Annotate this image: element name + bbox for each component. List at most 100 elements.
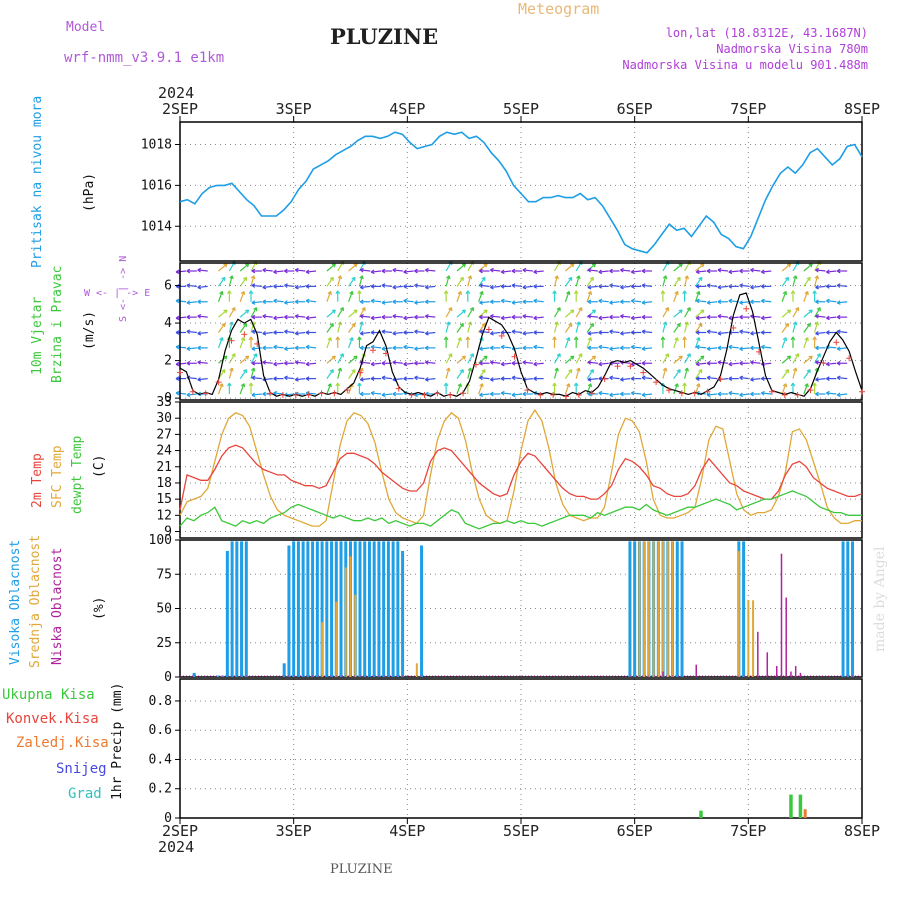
wind-arrow-head <box>331 309 336 312</box>
wind-arrow <box>348 309 358 318</box>
wind-arrow-head <box>392 315 396 319</box>
wind-arrow-head <box>620 347 624 351</box>
wind-arrow <box>445 367 450 379</box>
wind-arrow-head <box>554 321 558 325</box>
wind-arrow-head <box>490 361 494 365</box>
temp-y-tick-label: 15 <box>156 492 172 507</box>
wind-arrow <box>739 330 750 334</box>
wind-arrow-head <box>305 271 310 275</box>
wind-arrow <box>306 392 317 395</box>
wind-arrow-head <box>676 369 681 372</box>
wind-arrow-head <box>186 316 191 320</box>
wind-arrow <box>662 367 667 379</box>
wind-arrow <box>479 301 490 304</box>
wind-arrow-head <box>273 285 277 289</box>
wind-arrow-head <box>481 322 486 326</box>
wind-arrow-head <box>815 301 819 305</box>
wind-arrow-head <box>251 270 256 274</box>
wind-arrow <box>425 269 436 272</box>
wind-arrow-head <box>787 263 791 266</box>
cloud-y-tick-label: 75 <box>156 567 172 582</box>
wind-arrow-head <box>253 353 257 356</box>
wind-arrow <box>262 361 273 364</box>
wind-arrow-head <box>598 300 602 304</box>
wind-arrow <box>586 277 594 287</box>
wind-arrow-head <box>750 347 754 351</box>
wind-arrow-head <box>414 316 418 320</box>
wind-arrow-head <box>620 301 624 305</box>
year-label-top: 2024 <box>158 84 195 102</box>
wind-arrow-head <box>248 336 252 341</box>
wind-arrow <box>792 367 797 379</box>
wind-arrow-head <box>392 361 396 365</box>
wind-arrow <box>425 331 436 335</box>
wind-arrow-head <box>305 331 310 335</box>
wind-arrow <box>533 346 544 349</box>
wind-arrow-head <box>804 383 808 387</box>
precip-frozen-label: Zaledj.Kisa <box>16 735 109 751</box>
wind-arrow-head <box>576 321 580 325</box>
wind-arrow-head <box>392 379 397 382</box>
wind-arrow-head <box>717 393 722 397</box>
wind-arrow-head <box>782 337 787 341</box>
wind-arrow-head <box>361 307 366 310</box>
wind-arrow-head <box>566 383 570 387</box>
wind-arrow-head <box>576 367 580 371</box>
wind-arrow-head <box>814 367 818 371</box>
wind-arrow-head <box>739 377 743 381</box>
wind-arrow-head <box>706 316 711 320</box>
wind-arrow <box>694 277 703 287</box>
wind-arrow <box>262 378 273 381</box>
low-cloud-bar <box>695 664 697 677</box>
wind-arrow-head <box>243 369 247 372</box>
wind-arrow-head <box>245 355 249 358</box>
wind-arrow-head <box>728 285 733 289</box>
wind-arrow <box>239 263 250 272</box>
wind-arrow-head <box>262 393 267 397</box>
wind-arrow-head <box>706 362 711 366</box>
wind-arrow-head <box>674 337 678 341</box>
wind-arrow-head <box>175 300 180 304</box>
wind-arrow-head <box>641 394 646 398</box>
wind-arrow-head <box>425 379 429 382</box>
wind-arrow <box>197 315 208 318</box>
wind-arrow-head <box>587 290 592 295</box>
wind-arrow-head <box>360 333 364 336</box>
wind-arrow <box>750 285 761 289</box>
wind-arrow-head <box>424 315 429 319</box>
cloud-y-tick-label: 100 <box>149 533 172 548</box>
temp-y-tick-label: 12 <box>156 508 172 523</box>
wind-arrow-head <box>808 263 813 266</box>
wind-arrow <box>707 301 718 304</box>
wind-y-tick-label: 4 <box>164 316 172 331</box>
wind-arrow <box>348 355 358 364</box>
wind-arrow-head <box>696 317 700 321</box>
wind-arrow-head <box>197 286 202 290</box>
wind-y-tick-label: 6 <box>164 279 172 294</box>
wind-arrow <box>696 316 707 319</box>
low-cloud-bar <box>662 671 664 677</box>
wind-arrow-head <box>700 263 704 266</box>
wind-arrow-head <box>251 377 256 381</box>
wind-arrow <box>696 270 707 273</box>
wind-arrow <box>642 330 653 334</box>
wind-arrow-head <box>305 300 310 304</box>
wind-arrow-head <box>227 290 230 295</box>
wind-arrow-head <box>815 333 819 336</box>
mid-cloud-bar <box>747 600 750 677</box>
wind-arrow <box>445 275 450 287</box>
wind-arrow-head <box>490 315 494 319</box>
wind-arrow <box>326 355 336 364</box>
wind-arrow <box>684 353 691 364</box>
wind-arrow <box>217 383 223 395</box>
wind-arrow-head <box>598 346 602 350</box>
wind-arrow-head <box>790 382 794 387</box>
wind-arrow-head <box>750 269 754 273</box>
high-cloud-bar <box>230 541 234 677</box>
wind-arrow-head <box>403 331 407 335</box>
x-tick-label-top: 4SEP <box>389 100 425 118</box>
wind-arrow-head <box>522 347 527 351</box>
wind-arrow-head <box>717 301 722 305</box>
mid-cloud-bar <box>737 550 740 677</box>
wind-arrow-head <box>459 369 464 372</box>
